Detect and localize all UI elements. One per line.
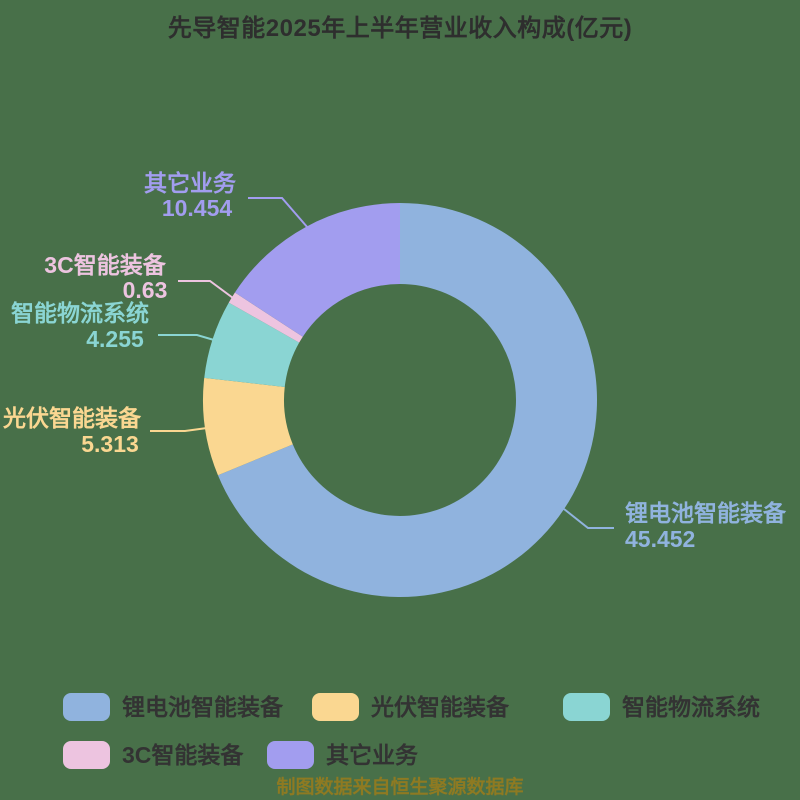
donut-slice-3c-equipment[interactable] [228, 292, 303, 343]
slice-value-3c-equipment: 0.63 [123, 277, 168, 303]
donut-slice-other-business[interactable] [234, 203, 400, 337]
leader-line-3c-equipment [178, 280, 234, 299]
donut-slices [202, 202, 598, 597]
leader-line-other-business [248, 197, 309, 229]
legend-item-intelligent-logistics-systems[interactable]: 智能物流系统 [563, 693, 760, 721]
slice-labels: 锂电池智能装备 45.452 光伏智能装备 5.313 智能物流系统 4.255… [2, 170, 787, 552]
legend-label-lithium-battery-equipment: 锂电池智能装备 [122, 694, 283, 720]
slice-value-photovoltaic-equipment: 5.313 [81, 431, 139, 457]
slice-value-other-business: 10.454 [162, 195, 233, 221]
donut-slice-intelligent-logistics-systems[interactable] [204, 302, 300, 387]
legend-label-intelligent-logistics-systems: 智能物流系统 [622, 694, 760, 720]
legend-label-3c-equipment: 3C智能装备 [122, 742, 244, 768]
legend-item-photovoltaic-equipment[interactable]: 光伏智能装备 [312, 693, 509, 721]
leader-line-intelligent-logistics-systems [158, 334, 215, 341]
legend-item-3c-equipment[interactable]: 3C智能装备 [63, 741, 243, 769]
data-source-note: 制图数据来自恒生聚源数据库 [276, 777, 524, 798]
leader-line-lithium-battery-equipment [563, 508, 614, 529]
slice-label-intelligent-logistics-systems: 智能物流系统 [11, 300, 149, 326]
slice-label-photovoltaic-equipment: 光伏智能装备 [2, 405, 142, 431]
legend-item-lithium-battery-equipment[interactable]: 锂电池智能装备 [63, 693, 283, 721]
legend-swatch-3c-equipment [63, 741, 110, 769]
legend-swatch-lithium-battery-equipment [63, 693, 110, 721]
label-leader-lines [150, 197, 614, 529]
slice-label-lithium-battery-equipment: 锂电池智能装备 [625, 500, 787, 526]
slice-value-intelligent-logistics-systems: 4.255 [86, 326, 144, 352]
legend-swatch-intelligent-logistics-systems [563, 693, 610, 721]
slice-label-other-business: 其它业务 [144, 170, 237, 196]
legend-label-photovoltaic-equipment: 光伏智能装备 [371, 694, 509, 720]
donut-slice-lithium-battery-equipment[interactable] [217, 202, 598, 597]
legend-item-other-business[interactable]: 其它业务 [267, 741, 418, 769]
legend-swatch-photovoltaic-equipment [312, 693, 359, 721]
donut-slice-photovoltaic-equipment[interactable] [202, 377, 293, 476]
leader-line-photovoltaic-equipment [150, 427, 208, 432]
slice-value-lithium-battery-equipment: 45.452 [625, 526, 695, 552]
legend-swatch-other-business [267, 741, 314, 769]
chart-title: 先导智能2025年上半年营业收入构成(亿元) [167, 15, 633, 42]
legend-label-other-business: 其它业务 [326, 742, 418, 768]
slice-label-3c-equipment: 3C智能装备 [44, 252, 166, 278]
